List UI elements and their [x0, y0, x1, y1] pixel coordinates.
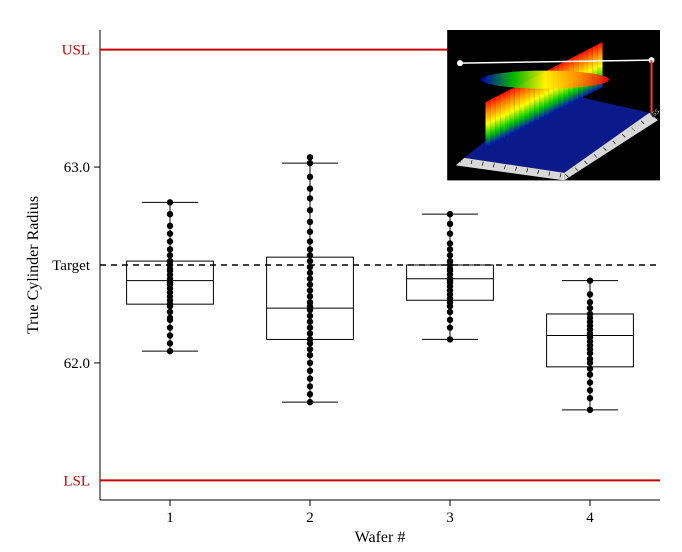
- data-point: [167, 252, 173, 258]
- data-point: [167, 211, 173, 217]
- data-point: [167, 246, 173, 252]
- data-point: [447, 258, 453, 264]
- lsl-line-label: LSL: [63, 473, 90, 489]
- data-point: [307, 160, 313, 166]
- inset-cylinder-slice: [520, 82, 525, 130]
- y-tick-label: 62.0: [64, 356, 90, 372]
- data-point: [307, 238, 313, 244]
- x-tick-label: 2: [306, 510, 314, 526]
- data-point: [307, 219, 313, 225]
- data-point: [587, 277, 593, 283]
- data-point: [447, 246, 453, 252]
- data-point: [307, 281, 313, 287]
- inset-cylinder-top: [481, 71, 609, 89]
- inset-cylinder-slice: [588, 47, 593, 95]
- data-point: [307, 258, 313, 264]
- inset-cylinder-slice: [500, 92, 505, 140]
- data-point: [447, 309, 453, 315]
- data-point: [307, 299, 313, 305]
- data-point: [307, 330, 313, 336]
- data-point: [447, 252, 453, 258]
- data-point: [307, 360, 313, 366]
- target-label: Target: [52, 258, 91, 274]
- x-tick-label: 4: [586, 510, 594, 526]
- data-point: [307, 246, 313, 252]
- data-point: [167, 258, 173, 264]
- data-point: [167, 199, 173, 205]
- data-point: [307, 319, 313, 325]
- data-point: [307, 185, 313, 191]
- data-point: [587, 379, 593, 385]
- inset-cylinder-slice: [495, 95, 500, 143]
- data-point: [307, 375, 313, 381]
- data-point: [447, 336, 453, 342]
- data-point: [447, 221, 453, 227]
- data-point: [307, 352, 313, 358]
- data-point: [447, 317, 453, 323]
- inset-cylinder-slice: [510, 87, 515, 135]
- data-point: [587, 356, 593, 362]
- data-point: [307, 207, 313, 213]
- data-point: [307, 252, 313, 258]
- data-point: [447, 240, 453, 246]
- inset-cylinder-slice: [490, 97, 495, 145]
- inset-cylinder-slice: [515, 85, 520, 133]
- data-point: [307, 174, 313, 180]
- data-point: [587, 291, 593, 297]
- data-point: [307, 346, 313, 352]
- data-point: [307, 336, 313, 342]
- data-point: [307, 313, 313, 319]
- data-point: [167, 324, 173, 330]
- data-point: [307, 293, 313, 299]
- data-point: [167, 309, 173, 315]
- data-point: [307, 391, 313, 397]
- data-point: [167, 340, 173, 346]
- data-point: [307, 383, 313, 389]
- data-point: [587, 407, 593, 413]
- y-axis-title: True Cylinder Radius: [25, 196, 42, 334]
- data-point: [587, 387, 593, 393]
- x-axis-title: Wafer #: [355, 529, 406, 546]
- inset-cylinder-slice: [486, 100, 491, 148]
- x-tick-label: 1: [166, 510, 174, 526]
- data-point: [447, 230, 453, 236]
- data-point: [307, 276, 313, 282]
- data-point: [587, 371, 593, 377]
- data-point: [307, 264, 313, 270]
- data-point: [167, 332, 173, 338]
- data-point: [307, 324, 313, 330]
- data-point: [447, 324, 453, 330]
- data-point: [167, 223, 173, 229]
- data-point: [307, 154, 313, 160]
- data-point: [307, 368, 313, 374]
- x-tick-label: 3: [446, 510, 454, 526]
- inset-cylinder-slice: [505, 90, 510, 138]
- data-point: [587, 366, 593, 372]
- usl-line-label: USL: [62, 43, 90, 59]
- data-point: [587, 299, 593, 305]
- data-point: [167, 348, 173, 354]
- inset-3d-image: 155305455605755: [447, 30, 661, 180]
- data-point: [447, 211, 453, 217]
- data-point: [587, 395, 593, 401]
- data-point: [307, 287, 313, 293]
- data-point: [307, 270, 313, 276]
- data-point: [167, 230, 173, 236]
- y-tick-label: 63.0: [64, 160, 90, 176]
- inset-measure-endpoint: [457, 60, 463, 66]
- data-point: [167, 238, 173, 244]
- data-point: [307, 399, 313, 405]
- data-point: [307, 229, 313, 235]
- boxplot-chart: 62.0 63.0 1 2 3 4 True Cylinder Radius Wafer # U…: [0, 0, 682, 552]
- data-point: [307, 195, 313, 201]
- data-point: [587, 305, 593, 311]
- data-point: [167, 315, 173, 321]
- data-point: [587, 311, 593, 317]
